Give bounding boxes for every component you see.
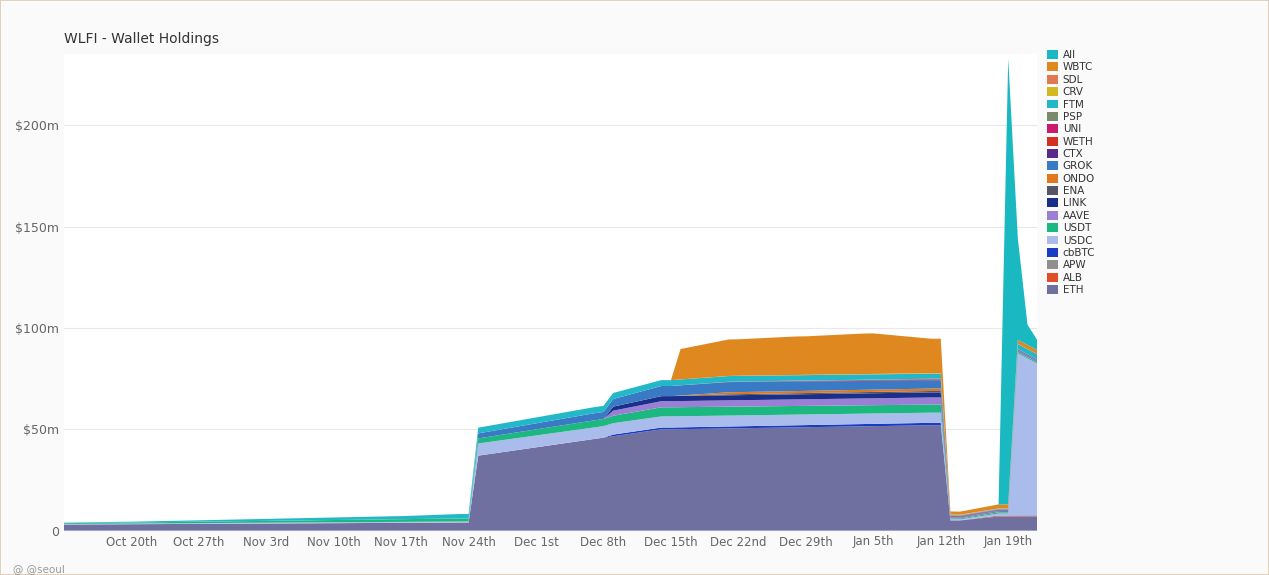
- Legend: All, WBTC, SDL, CRV, FTM, PSP, UNI, WETH, CTX, GROK, ONDO, ENA, LINK, AAVE, USDT: All, WBTC, SDL, CRV, FTM, PSP, UNI, WETH…: [1047, 50, 1095, 295]
- Text: @ @seoul: @ @seoul: [13, 564, 65, 574]
- Text: WLFI - Wallet Holdings: WLFI - Wallet Holdings: [63, 32, 218, 46]
